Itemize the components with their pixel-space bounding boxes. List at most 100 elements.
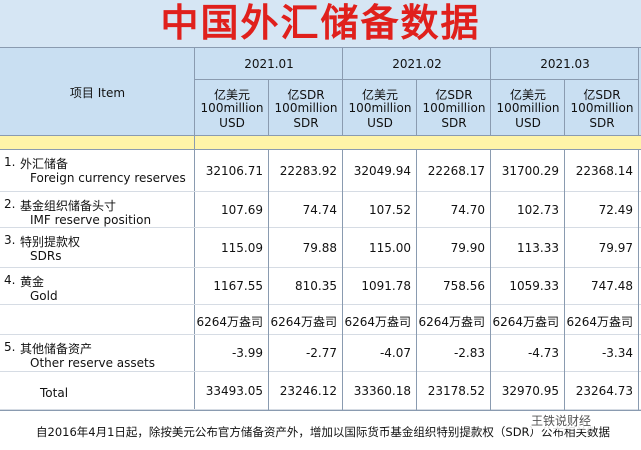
cell-value: 33360.18 (353, 383, 411, 398)
cell-value: 23178.52 (427, 383, 485, 398)
cell-value: 23246.12 (279, 383, 337, 398)
col-line (268, 305, 269, 335)
unit: 100million (496, 101, 560, 115)
col-line (490, 268, 491, 305)
row-label-en: Gold (30, 289, 58, 303)
col-line (268, 268, 269, 305)
col-line (490, 305, 491, 335)
cell-value: 74.74 (302, 202, 337, 217)
unit: 100million (422, 101, 486, 115)
row-label-cn: 基金组织储备头寸 (20, 199, 117, 213)
row-label-en: Total (40, 386, 69, 400)
col-line (638, 372, 639, 410)
row-line (0, 409, 641, 410)
unit: SDR (589, 116, 615, 130)
item-header: 项目 Item (69, 86, 126, 100)
cell-value: 758.56 (443, 279, 485, 293)
cell-value: 32106.71 (205, 163, 263, 178)
unit: 100million (570, 101, 634, 115)
cell-value: 1091.78 (361, 279, 411, 293)
col-line (490, 372, 491, 410)
unit-cell (195, 80, 269, 135)
row-label-en: Foreign currency reserves (30, 171, 186, 185)
unit-cell (491, 80, 565, 135)
cell-value: 6264万盎司 (492, 314, 559, 329)
yellow-band (0, 135, 641, 150)
unit: USD (219, 116, 245, 130)
unit: USD (515, 116, 541, 130)
row-number: 4. (4, 273, 16, 287)
cell-value: 79.90 (450, 240, 485, 255)
row-label-cn: 黄金 (20, 275, 45, 289)
cell-value: 1059.33 (509, 279, 559, 293)
cell-value: 32049.94 (353, 163, 411, 178)
unit: 亿SDR (435, 88, 473, 102)
cell-value: 22268.17 (427, 163, 485, 178)
row-label-en: IMF reserve position (30, 213, 152, 227)
col-line (416, 335, 417, 372)
unit-cell (565, 80, 639, 135)
cell-value: 33493.05 (205, 383, 263, 398)
footer: 自2016年4月1日起，除按美元公布官方储备资产外，增加以国际货币基金组织特别提… (36, 425, 611, 439)
header-bg (0, 47, 641, 135)
col-line (638, 305, 639, 335)
row-number: 2. (4, 197, 16, 211)
period-cell (343, 47, 491, 80)
col-line (416, 268, 417, 305)
row-label-en: Other reserve assets (30, 356, 156, 370)
col-line (638, 228, 639, 268)
col-line (564, 228, 565, 268)
period: 2021.03 (540, 57, 590, 71)
unit: SDR (293, 116, 319, 130)
cell-value: 113.33 (517, 240, 559, 255)
cell-value: 22368.14 (575, 163, 633, 178)
col-line (342, 268, 343, 305)
cell-value: -4.73 (527, 346, 559, 360)
col-line (268, 335, 269, 372)
unit: 亿美元 (361, 88, 398, 102)
cell-value: 79.88 (302, 240, 337, 255)
cell-value: 1167.55 (213, 279, 263, 293)
col-line (342, 150, 343, 192)
col-line (342, 305, 343, 335)
unit: 亿SDR (583, 88, 621, 102)
col-line (416, 372, 417, 410)
unit: 100million (348, 101, 412, 115)
unit: 亿SDR (287, 88, 325, 102)
unit-cell (269, 80, 343, 135)
cell-value: 102.73 (517, 202, 559, 217)
col-line (638, 335, 639, 372)
row-line (0, 334, 641, 335)
col-line (416, 305, 417, 335)
row-label-cn: 外汇储备 (20, 157, 69, 171)
row-line (0, 191, 641, 192)
period: 2021.02 (392, 57, 442, 71)
cell-value: 107.52 (369, 202, 411, 217)
cell-value: -2.83 (453, 346, 485, 360)
col-line (564, 372, 565, 410)
col-line (268, 372, 269, 410)
col-line (268, 228, 269, 268)
cell-value: 74.70 (450, 202, 485, 217)
cell-value: 23264.73 (575, 383, 633, 398)
period-cell (491, 47, 639, 80)
row-line (0, 227, 641, 228)
col-line (564, 305, 565, 335)
unit-cell (417, 80, 491, 135)
col-line (490, 335, 491, 372)
unit: 亿美元 (509, 88, 546, 102)
col-line (564, 150, 565, 192)
cell-value: 79.97 (598, 240, 633, 255)
unit-cell (343, 80, 417, 135)
col-line (638, 192, 639, 228)
cell-value: 6264万盎司 (566, 314, 633, 329)
col-line (638, 150, 639, 192)
period: 2021.01 (244, 57, 294, 71)
cell-value: 6264万盎司 (196, 314, 263, 329)
cell-value: 6264万盎司 (344, 314, 411, 329)
col-line (342, 372, 343, 410)
row-number: 5. (4, 340, 16, 354)
row-number: 3. (4, 233, 16, 247)
unit: 100million (200, 101, 264, 115)
